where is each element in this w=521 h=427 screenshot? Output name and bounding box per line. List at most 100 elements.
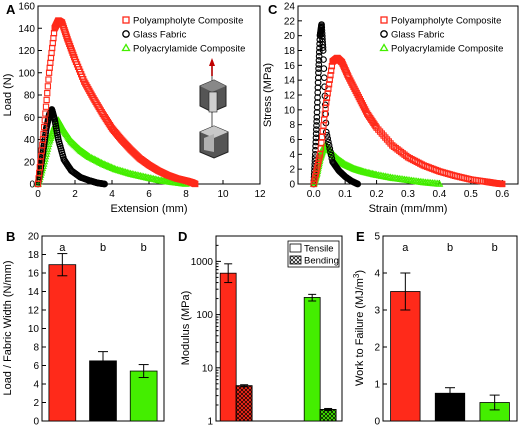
y-tick-label: 100 bbox=[196, 310, 213, 321]
data-point bbox=[326, 145, 334, 152]
legend-marker-square bbox=[380, 16, 388, 24]
legend-d-tensile: Tensile bbox=[304, 244, 334, 255]
data-point bbox=[323, 99, 330, 106]
panel-e: E 0 1 2 3 4 5 a b b Work to Failure (MJ/m3) bbox=[352, 229, 518, 427]
legend-a-polyacrylamide: Polyacrylamide Composite bbox=[133, 44, 245, 55]
x-tick-label: 6 bbox=[146, 189, 152, 200]
y-tick-label: 12 bbox=[284, 91, 296, 102]
data-point bbox=[314, 161, 322, 168]
panel-e-plot: 0 1 2 3 4 5 a b b bbox=[374, 232, 510, 427]
data-point bbox=[319, 128, 326, 135]
data-point bbox=[314, 79, 322, 86]
data-point bbox=[314, 84, 322, 91]
data-point bbox=[322, 105, 329, 112]
y-tick-label: 10 bbox=[284, 105, 296, 116]
data-point bbox=[376, 128, 384, 135]
data-point bbox=[315, 61, 323, 68]
y-tick-label: 40 bbox=[24, 135, 36, 146]
y-tick-label: 1 bbox=[374, 380, 380, 391]
x-tick-label: 10 bbox=[217, 189, 229, 200]
bar-bending-hatch bbox=[319, 409, 337, 422]
panel-d-frame bbox=[215, 235, 343, 422]
bar-tensile bbox=[219, 272, 237, 422]
data-point bbox=[101, 180, 108, 188]
data-point bbox=[63, 32, 70, 39]
legend-marker-circle bbox=[380, 30, 388, 38]
panel-a-ylabel: Load (N) bbox=[2, 74, 14, 117]
bar bbox=[89, 360, 117, 422]
data-point bbox=[323, 94, 331, 102]
data-point bbox=[43, 96, 50, 104]
significance-letter: b bbox=[447, 242, 453, 254]
data-point bbox=[95, 158, 104, 166]
data-point bbox=[325, 81, 333, 88]
x-tick-label: 4 bbox=[109, 189, 115, 200]
data-point bbox=[316, 151, 324, 158]
data-point bbox=[378, 130, 385, 137]
y-tick-label: 2 bbox=[374, 343, 380, 354]
x-tick-label: 8 bbox=[183, 189, 189, 200]
y-tick-label: 140 bbox=[18, 24, 35, 35]
series-polyampholyte-composite bbox=[34, 17, 199, 188]
data-point bbox=[44, 89, 51, 97]
data-point bbox=[41, 123, 48, 131]
y-tick-label: 16 bbox=[28, 269, 40, 280]
data-point bbox=[314, 164, 321, 171]
y-tick-label: 22 bbox=[284, 16, 296, 27]
panel-d-ylabel: Modulus (MPa) bbox=[180, 291, 192, 366]
y-tick-label: 8 bbox=[33, 343, 39, 354]
data-point bbox=[40, 130, 47, 138]
data-point bbox=[387, 140, 394, 147]
panel-c-xlabel: Strain (mm/mm) bbox=[369, 203, 448, 215]
data-point bbox=[318, 133, 326, 141]
data-point bbox=[380, 132, 387, 139]
data-point bbox=[313, 167, 320, 174]
legend-marker-circle bbox=[122, 30, 130, 38]
data-point bbox=[319, 47, 327, 54]
bar-bending-hatch bbox=[235, 385, 253, 422]
data-point bbox=[354, 180, 362, 188]
panel-d-label: D bbox=[178, 229, 187, 244]
data-point bbox=[88, 154, 97, 162]
legend-a-glass: Glass Fabric bbox=[133, 30, 187, 41]
panel-c-plot: 0.0 0.1 0.2 0.3 0.4 0.5 0.60246810121416182022… bbox=[284, 2, 510, 201]
legend-d-bending: Bending bbox=[304, 256, 339, 267]
x-tick-label: 0.0 bbox=[307, 189, 321, 200]
y-tick-label: 6 bbox=[289, 135, 295, 146]
data-point bbox=[435, 179, 444, 187]
panel-a-legend: Polyampholyte Composite Glass Fabric Pol… bbox=[121, 16, 245, 55]
x-tick-label: 0.6 bbox=[495, 189, 509, 200]
data-point bbox=[326, 76, 333, 83]
data-point bbox=[315, 52, 323, 60]
y-tick-label: 14 bbox=[28, 287, 40, 298]
series-glass-fabric bbox=[34, 106, 108, 188]
data-point bbox=[313, 113, 321, 121]
data-point bbox=[312, 170, 319, 178]
bar-tensile bbox=[303, 297, 321, 422]
y-tick-label: 80 bbox=[24, 91, 36, 102]
data-point bbox=[317, 145, 324, 152]
data-point bbox=[45, 76, 52, 83]
x-tick-label: 0.4 bbox=[432, 189, 446, 200]
y-tick-label: 18 bbox=[28, 250, 40, 261]
y-tick-label: 4 bbox=[374, 269, 380, 280]
data-point bbox=[321, 110, 329, 118]
panel-c-label: C bbox=[268, 2, 278, 17]
data-point bbox=[319, 44, 327, 51]
panel-e-label: E bbox=[356, 229, 365, 244]
legend-c-glass: Glass Fabric bbox=[391, 30, 445, 41]
data-point bbox=[315, 57, 323, 64]
data-point bbox=[315, 48, 323, 56]
y-tick-label: 12 bbox=[28, 306, 40, 317]
data-point bbox=[85, 152, 94, 161]
panel-a-label: A bbox=[6, 2, 16, 17]
data-point bbox=[320, 74, 328, 82]
y-tick-label: 16 bbox=[284, 61, 296, 72]
y-tick-label: 60 bbox=[24, 113, 36, 124]
y-tick-label: 20 bbox=[28, 232, 40, 243]
y-tick-label: 0 bbox=[289, 180, 295, 191]
data-point bbox=[320, 65, 328, 72]
data-point bbox=[314, 89, 322, 96]
panel-d-plot: 1 10 100 1000 bbox=[191, 235, 337, 427]
